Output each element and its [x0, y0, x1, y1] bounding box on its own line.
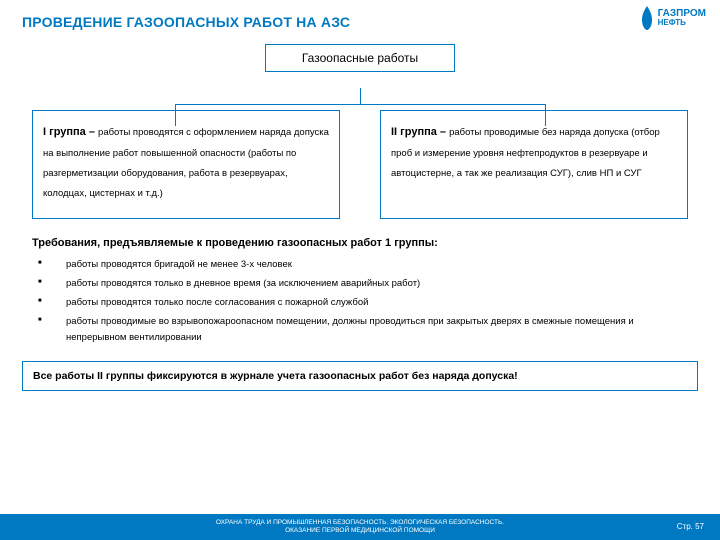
connector-h	[175, 104, 545, 105]
connector-v-left	[175, 104, 176, 126]
note-box: Все работы II группы фиксируются в журна…	[22, 361, 698, 391]
list-item: работы проводятся только в дневное время…	[48, 274, 688, 293]
flame-icon	[640, 6, 654, 30]
list-item: работы проводятся только после согласова…	[48, 293, 688, 312]
list-item: работы проводимые во взрывопожароопасном…	[48, 312, 688, 346]
group-2-box: II группа – работы проводимые без наряда…	[380, 110, 688, 219]
logo: ГАЗПРОМ НЕФТЬ	[640, 6, 706, 30]
requirements-title: Требования, предъявляемые к проведению г…	[0, 219, 720, 255]
footer-text: ОХРАНА ТРУДА И ПРОМЫШЛЕННАЯ БЕЗОПАСНОСТЬ…	[216, 519, 504, 535]
list-item: работы проводятся бригадой не менее 3-х …	[48, 255, 688, 274]
group-1-lead: I группа –	[43, 126, 98, 138]
connector-v-top	[360, 88, 361, 104]
page-number: Стр. 57	[677, 522, 704, 532]
connector-v-right	[545, 104, 546, 126]
group-2-lead: II группа –	[391, 126, 449, 138]
logo-sub: НЕФТЬ	[658, 19, 706, 27]
footer: ОХРАНА ТРУДА И ПРОМЫШЛЕННАЯ БЕЗОПАСНОСТЬ…	[0, 514, 720, 540]
requirements-list: работы проводятся бригадой не менее 3-х …	[0, 255, 720, 347]
top-box: Газоопасные работы	[265, 44, 455, 72]
page-title: ПРОВЕДЕНИЕ ГАЗООПАСНЫХ РАБОТ НА АЗС	[0, 0, 720, 30]
group-1-box: I группа – работы проводятся с оформлени…	[32, 110, 340, 219]
